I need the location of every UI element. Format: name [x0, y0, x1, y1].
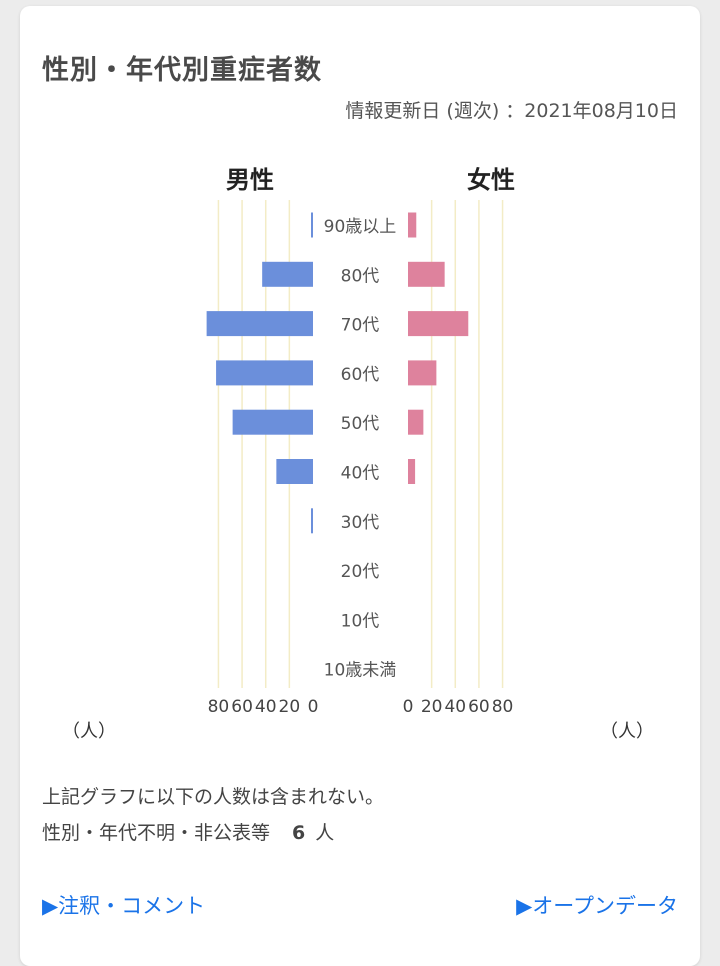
category-label-9: 10歳未満 [324, 661, 397, 681]
category-label-4: 50代 [341, 414, 380, 434]
bar-female-5 [408, 459, 416, 484]
tick-label-male-80: 80 [208, 697, 230, 717]
x-unit-left: （人） [62, 721, 116, 742]
bar-male-4 [232, 409, 313, 435]
category-label-8: 10代 [341, 611, 380, 631]
bar-female-1 [408, 261, 445, 287]
category-label-3: 60代 [341, 365, 380, 385]
notes-comments-link[interactable]: ▶注釈・コメント [42, 894, 206, 918]
bar-female-3 [408, 360, 437, 386]
bar-male-3 [216, 360, 313, 386]
open-data-link[interactable]: ▶オープンデータ [516, 894, 678, 918]
note-count: 6 [292, 822, 306, 844]
note-unit: 人 [315, 822, 335, 844]
tick-label-female-60: 60 [468, 697, 490, 717]
pyramid-chart: 男性 女性 90歳以上 80代 70代 60代 50代 40代 30代 20代 10代 10歳未満 80… [62, 166, 654, 742]
tick-label-male-60: 60 [231, 697, 253, 717]
category-label-6: 30代 [341, 513, 380, 533]
category-label-7: 20代 [341, 562, 380, 582]
category-label-1: 80代 [341, 266, 380, 286]
bar-male-1 [262, 261, 313, 287]
tick-label-male-0: 0 [308, 697, 319, 717]
update-date: 情報更新日 (週次) ：2021年08月10日 [345, 100, 678, 122]
bar-female-4 [408, 409, 424, 435]
chart-title: 性別・年代別重症者数 [42, 55, 322, 86]
category-label-2: 70代 [341, 316, 380, 336]
bar-female-2 [408, 311, 469, 337]
bar-male-0 [311, 212, 313, 238]
category-label-0: 90歳以上 [324, 217, 397, 237]
chart-card [20, 6, 700, 966]
labels: 男性 女性 90歳以上 80代 70代 60代 50代 40代 30代 20代 10代 10歳未満 80… [208, 166, 515, 717]
tick-label-male-20: 20 [279, 697, 301, 717]
bar-male-2 [206, 311, 313, 337]
bars [206, 212, 469, 534]
note-label: 性別・年代不明・非公表等 [42, 822, 271, 844]
bar-male-5 [276, 459, 313, 484]
note-line1: 上記グラフに以下の人数は含まれない。 [42, 786, 385, 808]
note-line2: 性別・年代不明・非公表等 6 人 [42, 818, 334, 845]
tick-label-female-0: 0 [403, 697, 414, 717]
tick-label-female-20: 20 [421, 697, 443, 717]
tick-label-female-80: 80 [492, 697, 514, 717]
tick-label-male-40: 40 [255, 697, 277, 717]
series-header-male: 男性 [226, 166, 274, 194]
category-label-5: 40代 [341, 464, 380, 484]
series-header-female: 女性 [467, 166, 515, 194]
bar-female-0 [408, 212, 417, 238]
tick-label-female-40: 40 [444, 697, 466, 717]
x-unit-right: （人） [600, 721, 654, 742]
bar-male-6 [311, 508, 313, 534]
